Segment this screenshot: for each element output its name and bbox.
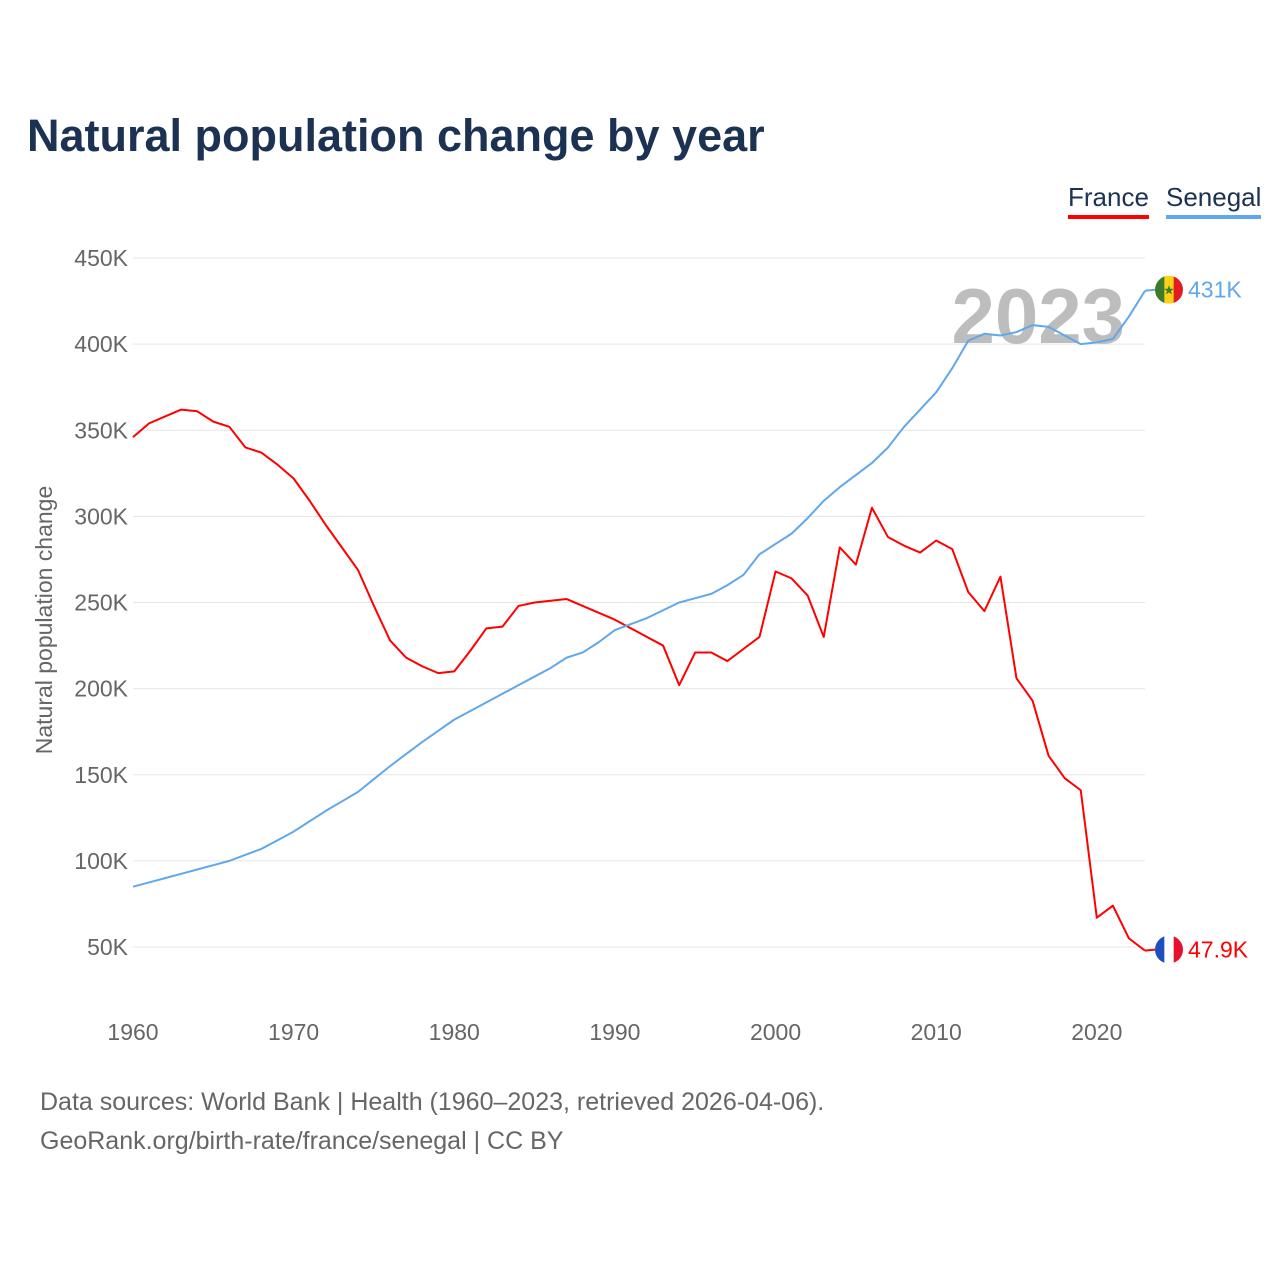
source-line-1: Data sources: World Bank | Health (1960–…	[40, 1088, 825, 1116]
france-flag-icon	[1155, 935, 1183, 964]
x-tick-label: 2000	[750, 1019, 801, 1045]
y-tick-label: 50K	[87, 934, 129, 960]
legend-senegal[interactable]: Senegal	[1166, 182, 1262, 219]
x-tick-label: 1990	[589, 1019, 640, 1045]
y-axis-label: Natural population change	[31, 486, 57, 755]
end-label-senegal: 431K	[1188, 277, 1242, 303]
leader-line	[1144, 288, 1156, 292]
svg-text:★: ★	[1163, 283, 1175, 298]
end-label-france: 47.9K	[1188, 937, 1249, 963]
y-tick-label: 300K	[74, 503, 128, 529]
y-tick-label: 400K	[74, 331, 128, 357]
leader-line	[1144, 948, 1156, 952]
x-tick-label: 2020	[1071, 1019, 1122, 1045]
senegal-flag-icon: ★	[1155, 275, 1183, 304]
x-tick-label: 1980	[429, 1019, 480, 1045]
y-tick-label: 250K	[74, 590, 128, 616]
source-line-2: GeoRank.org/birth-rate/france/senegal | …	[40, 1127, 564, 1155]
y-tick-label: 350K	[74, 417, 128, 443]
series-line-senegal	[132, 290, 1146, 888]
x-tick-label: 1970	[268, 1019, 319, 1045]
x-tick-label: 1960	[107, 1019, 158, 1045]
year-watermark: 2023	[951, 272, 1125, 360]
y-tick-label: 450K	[74, 245, 128, 271]
y-tick-label: 200K	[74, 676, 128, 702]
series-line-france	[132, 408, 1146, 952]
y-tick-label: 100K	[74, 848, 128, 874]
x-tick-label: 2010	[911, 1019, 962, 1045]
chart-title: Natural population change by year	[27, 110, 765, 161]
y-tick-label: 150K	[74, 762, 128, 788]
legend-france[interactable]: France	[1068, 182, 1149, 219]
